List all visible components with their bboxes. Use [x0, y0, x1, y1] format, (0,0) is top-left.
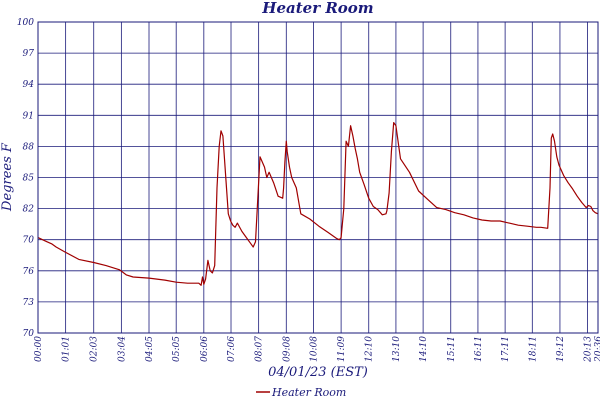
series-line-heater-room [37, 121, 599, 286]
y-tick-label: 70 [23, 329, 35, 339]
x-tick-label: 02:03 [90, 336, 100, 362]
plot-frame [37, 21, 599, 334]
chart-title: Heater Room [261, 0, 373, 17]
y-axis-ticks: 70 73 76 70 82 85 88 91 94 97 100 [17, 18, 34, 339]
x-tick-label: 10:08 [309, 336, 319, 362]
y-tick-label: 88 [23, 142, 35, 152]
legend-label: Heater Room [271, 386, 346, 399]
x-tick-label: 18:11 [528, 336, 538, 362]
x-tick-label: 05:05 [172, 336, 182, 362]
y-tick-label: 76 [23, 267, 35, 277]
legend: Heater Room [256, 386, 346, 399]
series-group [37, 121, 599, 286]
x-tick-label: 15:11 [447, 336, 457, 362]
grid [37, 21, 599, 334]
x-tick-label: 16:11 [474, 336, 484, 362]
x-tick-label: 13:10 [392, 336, 402, 362]
x-tick-label: 19:12 [556, 336, 566, 362]
y-tick-label: 100 [17, 18, 34, 28]
x-axis-ticks: 00:00 01:01 02:03 03:04 04:05 05:05 06:06 07:06… [34, 336, 600, 363]
x-tick-label: 00:00 [34, 336, 44, 362]
x-tick-label: 04:05 [145, 336, 155, 362]
x-tick-label: 06:06 [200, 336, 210, 362]
y-tick-label: 94 [23, 80, 35, 90]
y-axis-label: Degrees F [0, 142, 15, 212]
y-tick-label: 70 [23, 236, 35, 246]
y-tick-label: 82 [23, 205, 35, 215]
y-tick-label: 97 [23, 49, 35, 59]
x-tick-label: 20:36 [594, 336, 600, 363]
x-tick-label: 08:07 [255, 336, 265, 362]
x-tick-label: 07:06 [227, 336, 237, 362]
x-tick-label: 03:04 [117, 336, 127, 362]
x-tick-label: 01:01 [62, 336, 72, 362]
x-axis-label: 04/01/23 (EST) [268, 365, 368, 380]
x-tick-label: 20:13 [584, 336, 594, 363]
x-tick-label: 14:10 [419, 336, 429, 362]
x-tick-label: 17:11 [501, 336, 511, 362]
x-tick-label: 12:10 [365, 336, 375, 362]
x-tick-label: 09:08 [282, 336, 292, 362]
y-tick-label: 73 [23, 298, 35, 308]
y-tick-label: 85 [23, 174, 35, 184]
y-tick-label: 91 [23, 111, 34, 121]
x-tick-label: 11:09 [337, 336, 347, 362]
